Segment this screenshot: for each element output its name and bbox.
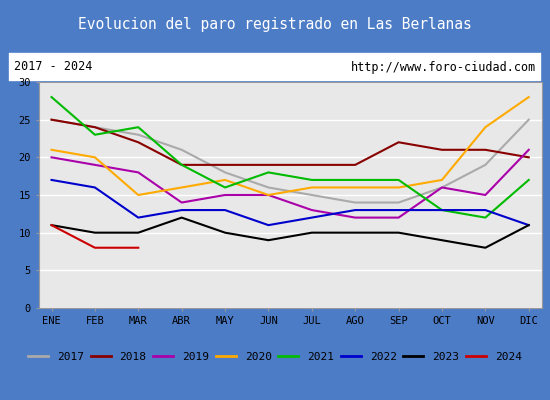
Legend: 2017, 2018, 2019, 2020, 2021, 2022, 2023, 2024: 2017, 2018, 2019, 2020, 2021, 2022, 2023… bbox=[24, 348, 526, 366]
Text: Evolucion del paro registrado en Las Berlanas: Evolucion del paro registrado en Las Ber… bbox=[78, 16, 472, 32]
Text: 2017 - 2024: 2017 - 2024 bbox=[14, 60, 92, 74]
Text: http://www.foro-ciudad.com: http://www.foro-ciudad.com bbox=[351, 60, 536, 74]
